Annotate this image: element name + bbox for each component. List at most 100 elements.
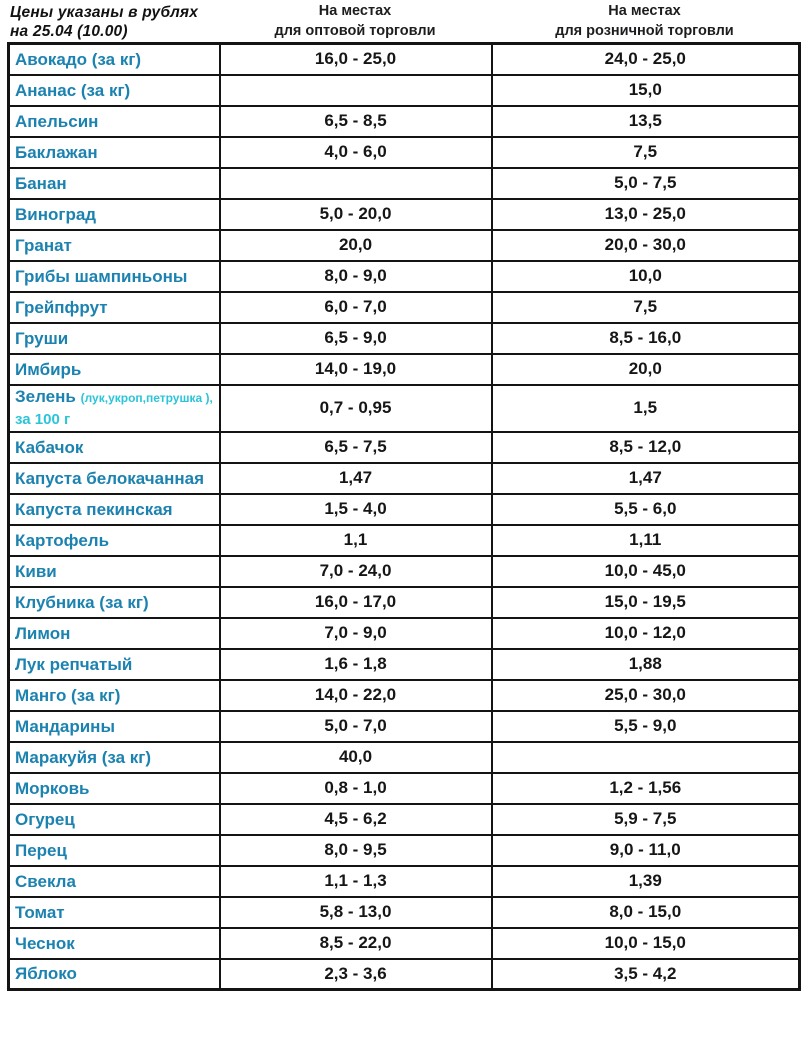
wholesale-price: 7,0 - 9,0 xyxy=(218,616,493,650)
retail-price: 1,2 - 1,56 xyxy=(490,771,801,805)
product-name: Грейпфрут xyxy=(15,297,108,317)
wholesale-price: 6,5 - 8,5 xyxy=(218,104,493,138)
price-table: Авокадо (за кг) 16,0 - 25,0 24,0 - 25,0 Ана… xyxy=(7,42,801,991)
retail-price: 10,0 xyxy=(490,259,801,293)
column-header-retail: На местах для розничной торговли xyxy=(491,2,798,41)
product-name-cell: Перец xyxy=(7,833,221,867)
retail-price: 9,0 - 11,0 xyxy=(490,833,801,867)
table-row: Киви 7,0 - 24,0 10,0 - 45,0 xyxy=(7,554,801,588)
table-row: Грейпфрут 6,0 - 7,0 7,5 xyxy=(7,290,801,324)
price-note-line2: на 25.04 (10.00) xyxy=(10,23,128,40)
product-name: Авокадо (за кг) xyxy=(15,49,142,69)
retail-price: 15,0 xyxy=(490,73,801,107)
product-name-cell: Грибы шампиньоны xyxy=(7,259,221,293)
table-row: Груши 6,5 - 9,0 8,5 - 16,0 xyxy=(7,321,801,355)
product-name-cell: Баклажан xyxy=(7,135,221,169)
product-name-cell: Капуста пекинская xyxy=(7,492,221,526)
product-name-cell: Грейпфрут xyxy=(7,290,221,324)
product-name: Капуста пекинская xyxy=(15,499,173,519)
product-name-unit: за 100 г xyxy=(15,411,71,428)
product-name: Апельсин xyxy=(15,111,99,131)
product-name-cell: Манго (за кг) xyxy=(7,678,221,712)
wholesale-price xyxy=(218,73,493,107)
column-header-retail-line2: для розничной торговли xyxy=(555,22,734,39)
wholesale-price: 4,0 - 6,0 xyxy=(218,135,493,169)
product-name-cell: Лимон xyxy=(7,616,221,650)
retail-price: 5,0 - 7,5 xyxy=(490,166,801,200)
retail-price: 20,0 - 30,0 xyxy=(490,228,801,262)
retail-price: 5,5 - 6,0 xyxy=(490,492,801,526)
wholesale-price: 8,0 - 9,5 xyxy=(218,833,493,867)
product-name: Свекла xyxy=(15,871,76,891)
table-row: Капуста пекинская 1,5 - 4,0 5,5 - 6,0 xyxy=(7,492,801,526)
product-name-cell: Имбирь xyxy=(7,352,221,386)
table-row: Грибы шампиньоны 8,0 - 9,0 10,0 xyxy=(7,259,801,293)
product-name: Гранат xyxy=(15,235,72,255)
table-row: Клубника (за кг) 16,0 - 17,0 15,0 - 19,5 xyxy=(7,585,801,619)
wholesale-price: 1,6 - 1,8 xyxy=(218,647,493,681)
wholesale-price: 2,3 - 3,6 xyxy=(218,957,493,991)
retail-price: 24,0 - 25,0 xyxy=(490,42,801,76)
product-name: Лук репчатый xyxy=(15,654,133,674)
product-name: Имбирь xyxy=(15,359,82,379)
product-name: Манго (за кг) xyxy=(15,685,121,705)
product-name: Мандарины xyxy=(15,716,115,736)
wholesale-price: 8,5 - 22,0 xyxy=(218,926,493,960)
wholesale-price: 6,5 - 7,5 xyxy=(218,430,493,464)
product-name-cell: Огурец xyxy=(7,802,221,836)
product-name-cell: Груши xyxy=(7,321,221,355)
product-name: Чеснок xyxy=(15,933,75,953)
table-row: Ананас (за кг) 15,0 xyxy=(7,73,801,107)
product-name: Банан xyxy=(15,173,67,193)
retail-price: 8,0 - 15,0 xyxy=(490,895,801,929)
column-header-wholesale-line1: На местах xyxy=(318,3,392,19)
table-row: Огурец 4,5 - 6,2 5,9 - 7,5 xyxy=(7,802,801,836)
product-name: Перец xyxy=(15,840,67,860)
retail-price: 7,5 xyxy=(490,290,801,324)
table-row: Манго (за кг) 14,0 - 22,0 25,0 - 30,0 xyxy=(7,678,801,712)
wholesale-price xyxy=(218,166,493,200)
product-name-cell: Апельсин xyxy=(7,104,221,138)
table-row: Маракуйя (за кг) 40,0 xyxy=(7,740,801,774)
retail-price: 8,5 - 16,0 xyxy=(490,321,801,355)
wholesale-price: 5,8 - 13,0 xyxy=(218,895,493,929)
product-name-cell: Ананас (за кг) xyxy=(7,73,221,107)
product-name: Виноград xyxy=(15,204,97,224)
retail-price: 3,5 - 4,2 xyxy=(490,957,801,991)
retail-price: 1,11 xyxy=(490,523,801,557)
table-row: Зелень (лук,укроп,петрушка ), за 100 г 0,7… xyxy=(7,383,801,433)
table-row: Гранат 20,0 20,0 - 30,0 xyxy=(7,228,801,262)
product-name: Кабачок xyxy=(15,437,84,457)
product-name-cell: Лук репчатый xyxy=(7,647,221,681)
wholesale-price: 4,5 - 6,2 xyxy=(218,802,493,836)
table-row: Банан 5,0 - 7,5 xyxy=(7,166,801,200)
retail-price: 25,0 - 30,0 xyxy=(490,678,801,712)
product-name: Киви xyxy=(15,561,57,581)
wholesale-price: 5,0 - 7,0 xyxy=(218,709,493,743)
product-name-cell: Зелень (лук,укроп,петрушка ), за 100 г xyxy=(7,383,221,433)
wholesale-price: 1,1 - 1,3 xyxy=(218,864,493,898)
table-row: Апельсин 6,5 - 8,5 13,5 xyxy=(7,104,801,138)
table-row: Капуста белокачанная 1,47 1,47 xyxy=(7,461,801,495)
column-header-wholesale-line2: для оптовой торговли xyxy=(274,22,436,39)
retail-price: 10,0 - 15,0 xyxy=(490,926,801,960)
retail-price: 10,0 - 12,0 xyxy=(490,616,801,650)
product-name: Грибы шампиньоны xyxy=(15,266,188,286)
product-name: Морковь xyxy=(15,778,90,798)
retail-price: 10,0 - 45,0 xyxy=(490,554,801,588)
price-note: Цены указаны в рублях на 25.04 (10.00) xyxy=(10,3,198,41)
price-table-body: Авокадо (за кг) 16,0 - 25,0 24,0 - 25,0 Ана… xyxy=(7,42,801,991)
wholesale-price: 1,5 - 4,0 xyxy=(218,492,493,526)
retail-price: 13,0 - 25,0 xyxy=(490,197,801,231)
retail-price: 13,5 xyxy=(490,104,801,138)
product-name-cell: Гранат xyxy=(7,228,221,262)
product-name-cell: Морковь xyxy=(7,771,221,805)
retail-price: 1,39 xyxy=(490,864,801,898)
retail-price: 1,88 xyxy=(490,647,801,681)
product-name: Клубника (за кг) xyxy=(15,592,149,612)
product-name-cell: Яблоко xyxy=(7,957,221,991)
retail-price: 1,5 xyxy=(490,383,801,433)
wholesale-price: 7,0 - 24,0 xyxy=(218,554,493,588)
product-name: Яблоко xyxy=(15,964,77,984)
